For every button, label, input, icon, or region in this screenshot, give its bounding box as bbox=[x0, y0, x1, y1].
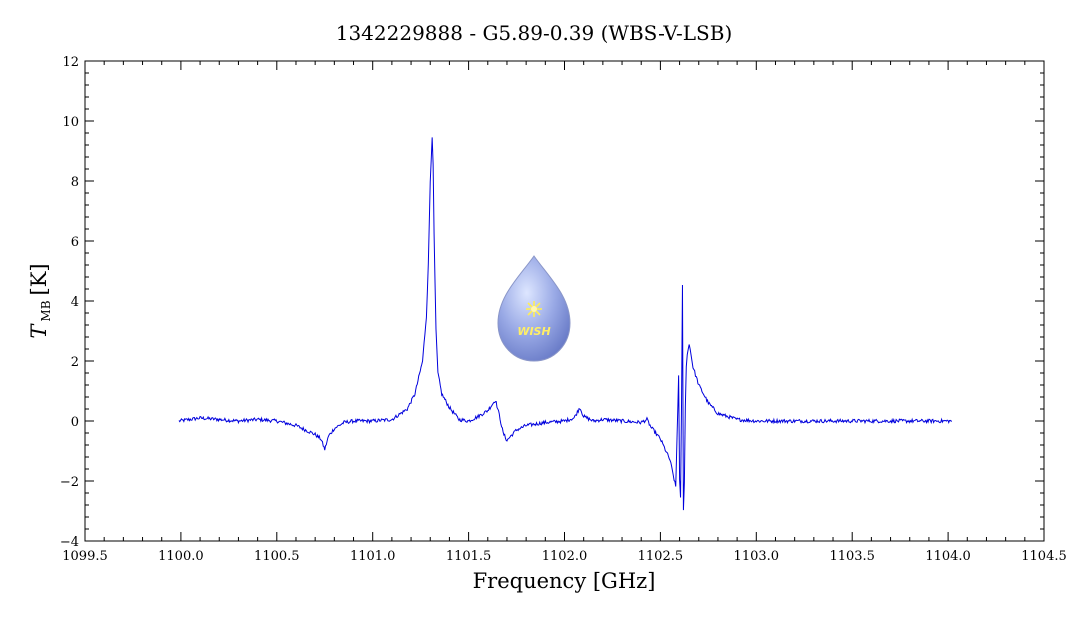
x-axis-label: Frequency [GHz] bbox=[473, 569, 656, 593]
x-tick-label: 1102.0 bbox=[542, 549, 588, 564]
x-tick-label: 1103.0 bbox=[734, 549, 780, 564]
y-tick-label: 8 bbox=[71, 175, 79, 190]
y-tick-label: 4 bbox=[71, 295, 79, 310]
x-tick-label: 1100.5 bbox=[254, 549, 300, 564]
x-tick-label: 1103.5 bbox=[829, 549, 875, 564]
x-tick-label: 1100.0 bbox=[158, 549, 204, 564]
chart-title: 1342229888 - G5.89-0.39 (WBS-V-LSB) bbox=[336, 21, 733, 45]
y-tick-label: 6 bbox=[71, 235, 79, 250]
y-tick-label: 2 bbox=[71, 355, 79, 370]
logo-label: WISH bbox=[517, 325, 550, 338]
spectrum-line bbox=[178, 137, 953, 511]
y-tick-label: 10 bbox=[62, 115, 79, 130]
x-tick-label: 1102.5 bbox=[638, 549, 684, 564]
y-tick-label: 12 bbox=[62, 55, 79, 70]
series-layer bbox=[178, 137, 953, 511]
x-tick-label: 1099.5 bbox=[62, 549, 108, 564]
axes: 1099.5 1100.0 1100.5 1101.0 1101.5 1102.0 1102… bbox=[60, 55, 1067, 564]
y-axis-label: TMB[K] bbox=[27, 263, 53, 338]
x-tick-label: 1101.0 bbox=[350, 549, 396, 564]
x-tick-label: 1104.5 bbox=[1021, 549, 1067, 564]
wish-logo: WISH bbox=[497, 255, 571, 362]
x-tick-label: 1104.0 bbox=[925, 549, 971, 564]
y-tick-label: 0 bbox=[71, 415, 79, 430]
y-tick-label: −4 bbox=[60, 535, 79, 550]
y-tick-label: −2 bbox=[60, 475, 79, 490]
x-tick-label: 1101.5 bbox=[446, 549, 492, 564]
